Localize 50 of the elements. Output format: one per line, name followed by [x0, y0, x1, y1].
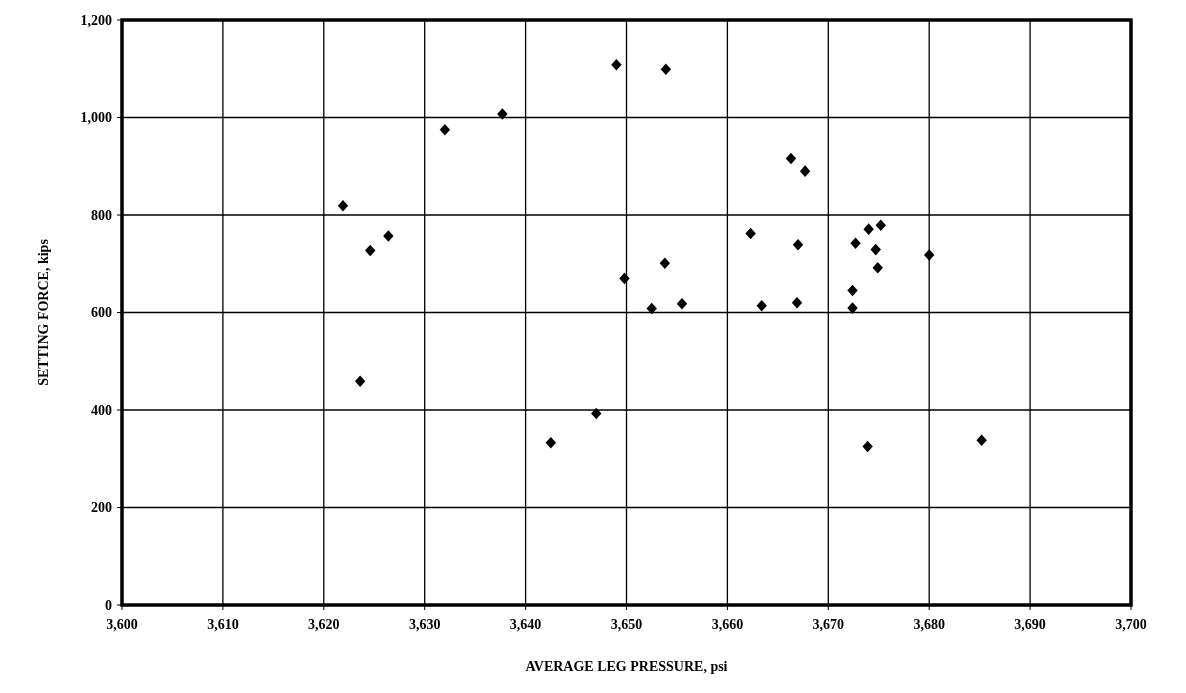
point	[439, 123, 451, 136]
point	[756, 299, 767, 312]
point	[976, 434, 987, 446]
y-tick-label: 1,200	[80, 12, 112, 28]
x-tick-label: 3,690	[1014, 617, 1046, 632]
point	[791, 296, 803, 309]
point	[660, 63, 672, 75]
y-tick-label: 800	[91, 207, 112, 223]
point	[646, 302, 657, 315]
point	[847, 302, 858, 314]
point	[785, 152, 797, 165]
point	[619, 272, 630, 285]
y-tick-label: 1,000	[80, 110, 112, 126]
y-tick-label: 400	[91, 402, 112, 418]
x-tick-label: 3,620	[308, 617, 340, 632]
point	[799, 165, 811, 177]
x-tick-label: 3,680	[913, 617, 945, 632]
point	[354, 375, 366, 387]
point	[659, 257, 671, 270]
y-tick-label: 200	[91, 500, 112, 516]
point	[337, 199, 349, 212]
x-tick-label: 3,650	[610, 617, 643, 632]
point	[872, 261, 883, 274]
point	[545, 436, 557, 449]
y-tick-label: 0	[105, 597, 112, 613]
point	[875, 219, 886, 231]
point	[863, 223, 874, 235]
y-axis-title: SETTING FORCE, kips	[36, 238, 51, 386]
x-tick-label: 3,700	[1115, 617, 1147, 632]
point	[850, 237, 861, 250]
point	[792, 238, 804, 251]
x-axis-title: AVERAGE LEG PRESSURE, psi	[525, 659, 728, 674]
y-tick-label: 600	[91, 305, 112, 321]
point	[862, 440, 873, 453]
point	[497, 108, 508, 120]
x-tick-label: 3,630	[408, 617, 441, 632]
x-tick-label: 3,640	[509, 617, 542, 632]
point	[745, 227, 756, 240]
point	[924, 249, 935, 261]
x-tick-label: 3,670	[812, 617, 845, 632]
point	[591, 407, 602, 420]
point	[870, 243, 881, 256]
x-tick-label: 3,660	[711, 617, 744, 632]
point	[676, 297, 688, 310]
point	[365, 244, 376, 257]
point	[847, 284, 858, 297]
point	[611, 59, 622, 71]
x-tick-label: 3,600	[106, 617, 138, 632]
x-tick-label: 3,610	[207, 617, 239, 632]
point	[383, 230, 394, 242]
